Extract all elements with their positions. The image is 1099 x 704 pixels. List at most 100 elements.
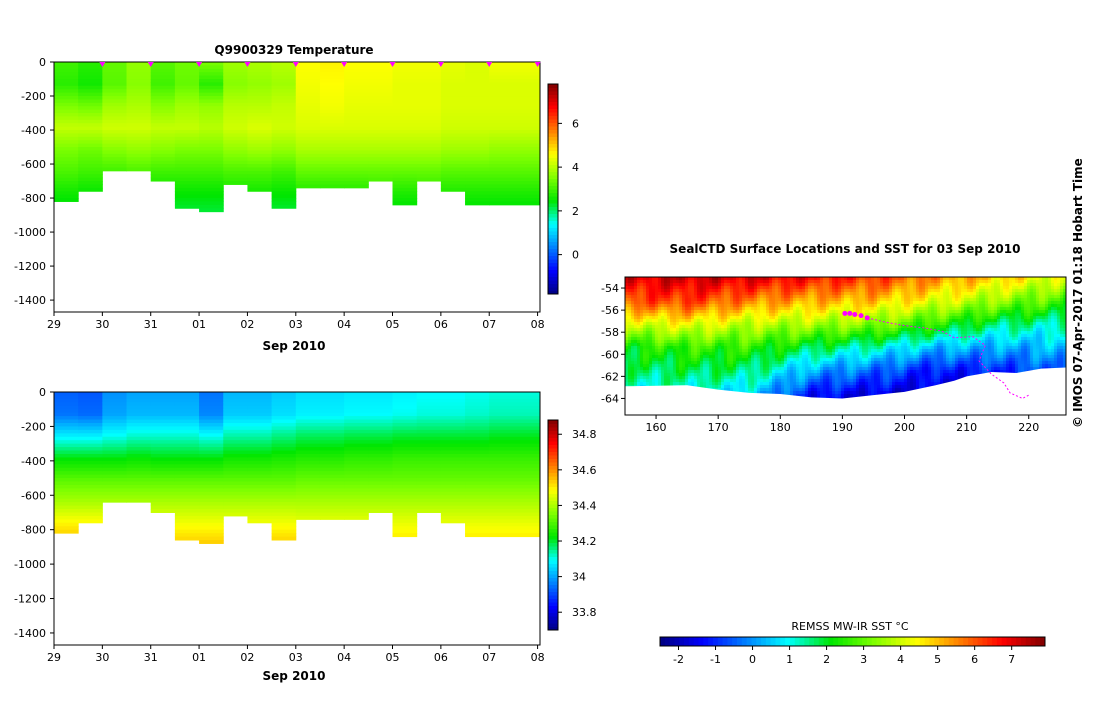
- section-cell: [78, 133, 103, 137]
- sst-cell: [811, 376, 814, 379]
- section-cell: [344, 147, 369, 151]
- sst-cell: [649, 325, 652, 328]
- sst-cell: [829, 322, 832, 325]
- sst-cell: [838, 298, 841, 301]
- sst-cell: [655, 313, 658, 316]
- section-cell: [417, 454, 442, 458]
- y-tick-label: -400: [21, 455, 46, 468]
- sst-cell: [700, 358, 703, 361]
- sst-cell: [682, 337, 685, 340]
- section-cell: [489, 454, 540, 458]
- sst-cell: [790, 391, 793, 394]
- sst-cell: [805, 337, 808, 340]
- sst-cell: [766, 355, 769, 358]
- sst-cell: [760, 328, 763, 331]
- sst-cell: [700, 382, 703, 385]
- sst-cell: [799, 352, 802, 355]
- sst-cell: [766, 283, 769, 286]
- sst-cell: [649, 283, 652, 286]
- section-cell: [127, 420, 152, 424]
- section-cell: [296, 423, 321, 427]
- sst-cell: [670, 289, 673, 292]
- section-cell: [441, 133, 466, 137]
- section-cell: [465, 147, 490, 151]
- section-cell: [127, 475, 152, 479]
- section-cell: [102, 103, 127, 107]
- sst-cell: [790, 328, 793, 331]
- section-cell: [199, 495, 224, 499]
- sst-cell: [802, 367, 805, 370]
- colorbar-swatch: [548, 109, 558, 113]
- colorbar-swatch: [548, 158, 558, 162]
- sst-cell: [751, 367, 754, 370]
- section-cell: [489, 76, 540, 80]
- section-cell: [393, 96, 418, 100]
- section-cell: [296, 89, 321, 93]
- sst-cell: [745, 301, 748, 304]
- sst-cell: [730, 292, 733, 295]
- sst-cell: [775, 304, 778, 307]
- sst-cell: [658, 364, 661, 367]
- section-cell: [78, 62, 103, 66]
- section-cell: [127, 167, 152, 171]
- sst-cell: [820, 352, 823, 355]
- section-cell: [393, 154, 418, 158]
- sst-cell: [787, 295, 790, 298]
- sst-cell: [667, 346, 670, 349]
- section-cell: [441, 433, 466, 437]
- sst-cell: [721, 322, 724, 325]
- sst-cell: [664, 310, 667, 313]
- section-cell: [199, 433, 224, 437]
- sst-cell: [805, 289, 808, 292]
- sst-cell: [682, 373, 685, 376]
- sst-cell: [829, 298, 832, 301]
- sst-cell: [733, 280, 736, 283]
- sst-cell: [724, 373, 727, 376]
- sst-cell: [664, 307, 667, 310]
- section-cell: [320, 402, 345, 406]
- section-cell: [54, 161, 79, 165]
- section-cell: [393, 89, 418, 93]
- sst-cell: [664, 337, 667, 340]
- sst-cell: [697, 301, 700, 304]
- sst-cell: [793, 370, 796, 373]
- section-cell: [175, 516, 200, 520]
- sst-cell: [745, 379, 748, 382]
- section-cell: [151, 65, 176, 69]
- section-cell: [175, 481, 200, 485]
- sst-cell: [784, 334, 787, 337]
- sst-cell: [664, 349, 667, 352]
- section-cell: [417, 451, 442, 455]
- section-cell: [417, 413, 442, 417]
- sst-cell: [769, 346, 772, 349]
- sst-cell: [757, 316, 760, 319]
- sst-cell: [835, 307, 838, 310]
- sst-cell: [634, 316, 637, 319]
- sst-cell: [802, 298, 805, 301]
- section-cell: [102, 492, 127, 496]
- sst-cell: [832, 370, 835, 373]
- section-cell: [272, 530, 297, 534]
- sst-cell: [838, 343, 841, 346]
- section-cell: [368, 103, 393, 107]
- sst-cell: [742, 325, 745, 328]
- section-cell: [393, 461, 418, 465]
- sst-cell: [763, 304, 766, 307]
- sst-cell: [682, 376, 685, 379]
- sst-cell: [700, 319, 703, 322]
- sst-cell: [754, 289, 757, 292]
- sst-cell: [784, 298, 787, 301]
- sst-cell: [754, 292, 757, 295]
- section-cell: [175, 426, 200, 430]
- sst-cell: [709, 355, 712, 358]
- sst-cell: [715, 301, 718, 304]
- sst-cell: [637, 286, 640, 289]
- sst-cell: [787, 325, 790, 328]
- sst-cell: [706, 364, 709, 367]
- sst-cell: [799, 361, 802, 364]
- section-cell: [417, 499, 442, 503]
- sst-cell: [751, 295, 754, 298]
- section-cell: [151, 147, 176, 151]
- section-cell: [54, 423, 79, 427]
- sst-cell: [835, 313, 838, 316]
